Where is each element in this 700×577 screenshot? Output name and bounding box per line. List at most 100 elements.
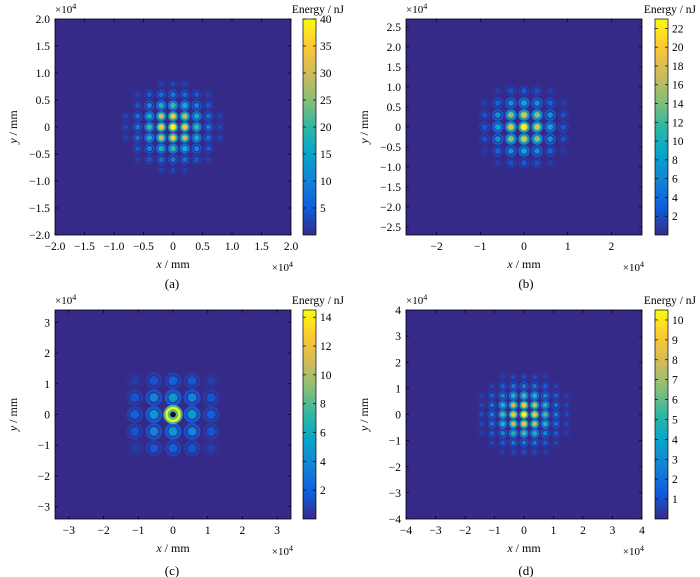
spot-core — [563, 421, 570, 427]
spot-ring — [499, 392, 507, 399]
x-exponent-power: 4 — [640, 544, 644, 553]
spot-core — [169, 167, 177, 174]
colorbar — [302, 309, 317, 520]
spot-core — [158, 156, 165, 163]
spot-ring — [480, 135, 489, 143]
y-tick-label: 4 — [395, 305, 401, 317]
spot-core — [499, 449, 506, 455]
heatmap-spots — [476, 372, 572, 457]
x-tick-label: −1.0 — [104, 241, 125, 253]
spot-core — [193, 91, 200, 98]
spot-ring — [488, 383, 496, 390]
spot-core — [507, 111, 515, 119]
spot-core — [542, 439, 549, 446]
colorbar-tick-label: 18 — [672, 61, 684, 73]
spot-ring — [122, 134, 130, 142]
spot-core — [553, 402, 559, 408]
colorbar-tick-label: 40 — [320, 14, 332, 26]
spot-ring — [520, 411, 528, 418]
spot-core — [187, 426, 198, 437]
spot-core — [146, 102, 153, 109]
spot-core — [546, 135, 554, 143]
spot-ring — [181, 80, 189, 88]
spot-core — [206, 392, 217, 403]
spot-core — [499, 421, 506, 427]
spot-ring — [541, 373, 549, 381]
y-axis-var: y — [6, 425, 20, 432]
spot-ring — [204, 145, 212, 153]
x-tick-label: 2 — [609, 241, 615, 253]
spot-core — [546, 159, 554, 167]
spot-core — [181, 102, 188, 109]
spot-ring — [506, 147, 515, 155]
x-exponent-power: 4 — [640, 260, 644, 269]
spot-core — [521, 392, 527, 399]
colorbar-tick-label: 15 — [320, 149, 332, 161]
spot-core — [546, 111, 554, 119]
spot-ring — [552, 439, 560, 446]
spot-core — [478, 402, 485, 408]
x-exponent-label: ×104 — [623, 544, 644, 558]
spot-ring — [157, 91, 165, 99]
spot-core — [217, 134, 224, 141]
spot-core — [521, 421, 527, 427]
spot-core — [520, 99, 528, 107]
spot-core — [181, 123, 188, 131]
y-axis-unit: / mm — [357, 110, 371, 139]
y-tick-label: 2.0 — [36, 14, 51, 26]
spot-core — [531, 383, 538, 390]
y-tick-label: −4 — [389, 514, 401, 526]
spot-core — [146, 91, 153, 98]
spot-core — [494, 147, 502, 155]
spot-ring — [186, 392, 198, 404]
y-exponent-label: ×104 — [406, 293, 427, 307]
spot-ring — [480, 99, 489, 107]
spot-ring — [157, 123, 165, 131]
spot-core — [507, 123, 515, 131]
spot-core — [510, 430, 517, 437]
panel-caption: (b) — [518, 276, 533, 291]
spot-core — [169, 102, 177, 109]
spot-core — [193, 134, 200, 141]
spot-ring — [520, 147, 528, 155]
spot-ring — [520, 420, 528, 428]
colorbar-tick-label: 4 — [672, 192, 678, 204]
spot-core — [206, 375, 217, 386]
spot-ring — [499, 439, 507, 446]
spot-ring — [510, 448, 517, 456]
spot-ring — [157, 80, 165, 88]
center-spot-hole — [170, 411, 176, 418]
spot-core — [481, 111, 489, 119]
colorbar-tick-label: 4 — [672, 434, 678, 446]
spot-core — [510, 383, 517, 390]
spot-ring — [480, 111, 489, 119]
spot-ring — [181, 155, 189, 163]
spot-ring — [157, 134, 165, 142]
spot-ring — [499, 373, 507, 381]
spot-core — [181, 91, 188, 98]
spot-ring — [510, 439, 517, 446]
spot-ring — [546, 135, 555, 143]
spot-core — [494, 135, 502, 143]
spot-ring — [167, 375, 179, 387]
spot-core — [122, 113, 129, 120]
spot-core — [520, 87, 528, 95]
y-tick-label: 2.0 — [387, 42, 402, 54]
spot-core — [531, 402, 538, 408]
spot-core — [521, 439, 527, 446]
spot-ring — [204, 123, 212, 131]
spot-ring — [552, 430, 560, 437]
spot-core — [169, 91, 177, 98]
colorbar-tick-label: 2 — [320, 485, 326, 497]
panel-caption: (c) — [165, 563, 179, 577]
spot-ring — [559, 111, 568, 119]
spot-core — [481, 123, 489, 131]
x-exponent-base: ×10 — [272, 546, 290, 558]
colorbar-tick-label: 16 — [672, 80, 684, 92]
x-axis-var: x — [155, 257, 162, 271]
spot-ring — [157, 112, 165, 120]
spot-ring — [499, 448, 507, 456]
spot-ring — [510, 420, 517, 428]
